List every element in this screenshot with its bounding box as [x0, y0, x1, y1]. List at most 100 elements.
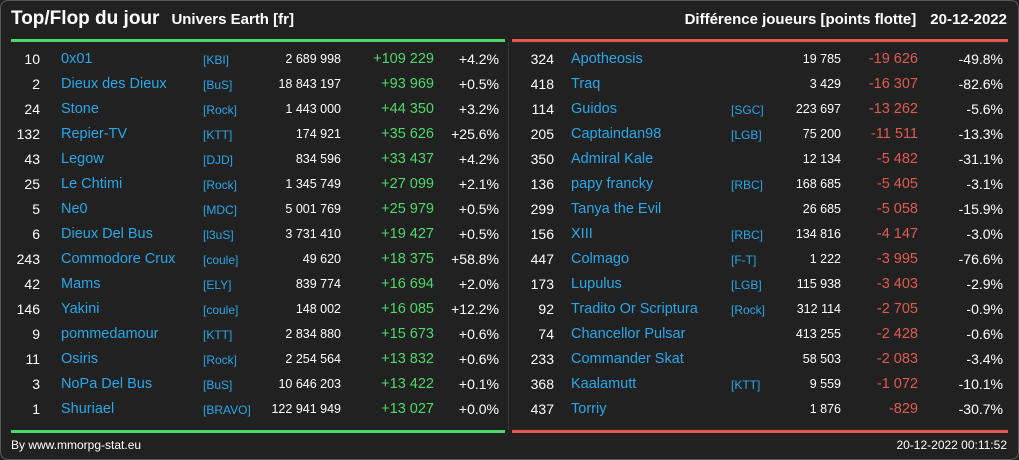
diff-cell: +13 027	[381, 401, 434, 417]
alliance-tag-link[interactable]: [Rock]	[203, 178, 238, 192]
header-right: Différence joueurs [points flotte] 20-12-…	[685, 11, 1007, 28]
player-name-link[interactable]: Dieux Del Bus	[61, 226, 153, 242]
table-row: 368 Kaalamutt [KTT] 9 559 -1 072 -10.1%	[511, 372, 1019, 397]
table-row: 9 pommedamour [KTT] 2 834 880 +15 673 +0.6%	[0, 322, 508, 347]
alliance-tag-link[interactable]: [KTT]	[203, 328, 233, 342]
player-name-link[interactable]: 0x01	[61, 51, 93, 67]
player-name-link[interactable]: Le Chtimi	[61, 176, 123, 192]
diff-cell: -4 147	[876, 226, 918, 242]
player-name-link[interactable]: Legow	[61, 151, 104, 167]
diff-cell: +16 085	[381, 301, 434, 317]
diff-cell: -19 626	[868, 51, 918, 67]
alliance-tag-link[interactable]: [SGC]	[731, 103, 764, 117]
diff-cell: -3 403	[876, 276, 918, 292]
points-cell: 122 941 949	[271, 402, 341, 416]
player-name-link[interactable]: pommedamour	[61, 326, 159, 342]
alliance-tag-link[interactable]: [RBC]	[731, 178, 764, 192]
table-row: 6 Dieux Del Bus [l3uS] 3 731 410 +19 427 +0.5…	[0, 222, 508, 247]
player-name-link[interactable]: Mams	[61, 276, 101, 292]
alliance-tag-link[interactable]: [KTT]	[731, 378, 761, 392]
table-row: 156 XIII [RBC] 134 816 -4 147 -3.0%	[511, 222, 1019, 247]
player-name-link[interactable]: Commander Skat	[571, 351, 684, 367]
table-row: 5 Ne0 [MDC] 5 001 769 +25 979 +0.5%	[0, 197, 508, 222]
alliance-tag-link[interactable]: [KTT]	[203, 128, 233, 142]
percent-cell: -76.6%	[958, 251, 1003, 267]
diff-cell: +109 229	[373, 51, 434, 67]
player-name-link[interactable]: Osiris	[61, 351, 99, 367]
player-name-link[interactable]: Shuriael	[61, 401, 115, 417]
table-row: 324 Apotheosis 19 785 -19 626 -49.8%	[511, 47, 1019, 72]
player-name-link[interactable]: Commodore Crux	[61, 251, 176, 267]
player-name-link[interactable]: papy francky	[571, 176, 654, 192]
alliance-tag-link[interactable]: [Rock]	[731, 303, 766, 317]
percent-cell: +2.0%	[458, 276, 499, 292]
player-name-link[interactable]: Tradito Or Scriptura	[571, 301, 698, 317]
percent-cell: -0.6%	[966, 326, 1003, 342]
percent-cell: -15.9%	[958, 201, 1003, 217]
diff-cell: -5 405	[876, 176, 918, 192]
diff-cell: +25 979	[381, 201, 434, 217]
alliance-tag-link[interactable]: [RBC]	[731, 228, 764, 242]
alliance-tag-link[interactable]: [Rock]	[203, 353, 238, 367]
player-name-link[interactable]: Stone	[61, 101, 99, 117]
alliance-tag-link[interactable]: [BuS]	[203, 78, 233, 92]
player-name-link[interactable]: Admiral Kale	[571, 151, 654, 167]
percent-cell: +0.5%	[458, 76, 499, 92]
points-cell: 75 200	[802, 127, 841, 141]
player-name-link[interactable]: Torriy	[571, 401, 607, 417]
player-name-link[interactable]: Repier-TV	[61, 126, 128, 142]
alliance-tag-link[interactable]: [F-T]	[731, 253, 757, 267]
player-name-link[interactable]: Apotheosis	[571, 51, 643, 67]
player-name-link[interactable]: Ne0	[61, 201, 88, 217]
player-name-link[interactable]: Dieux des Dieux	[61, 76, 167, 92]
alliance-tag-link[interactable]: [MDC]	[203, 203, 237, 217]
points-cell: 49 620	[302, 252, 341, 266]
percent-cell: +58.8%	[451, 251, 499, 267]
alliance-tag-link[interactable]: [LGB]	[731, 128, 762, 142]
rank-cell: 42	[24, 276, 40, 292]
points-cell: 12 134	[802, 152, 841, 166]
percent-cell: -10.1%	[958, 376, 1003, 392]
alliance-tag-link[interactable]: [l3uS]	[203, 228, 234, 242]
alliance-tag-link[interactable]: [Rock]	[203, 103, 238, 117]
diff-cell: -5 058	[876, 201, 918, 217]
points-cell: 2 254 564	[285, 352, 341, 366]
table-row: 437 Torriy 1 876 -829 -30.7%	[511, 397, 1019, 422]
player-name-link[interactable]: Chancellor Pulsar	[571, 326, 686, 342]
table-row: 42 Mams [ELY] 839 774 +16 694 +2.0%	[0, 272, 508, 297]
player-name-link[interactable]: NoPa Del Bus	[61, 376, 153, 392]
footer-credit: By www.mmorpg-stat.eu	[11, 438, 142, 452]
diff-cell: +19 427	[381, 226, 434, 242]
bottom-divider-red	[512, 430, 1008, 433]
percent-cell: -3.4%	[966, 351, 1003, 367]
table-row: 173 Lupulus [LGB] 115 938 -3 403 -2.9%	[511, 272, 1019, 297]
diff-cell: +16 694	[381, 276, 434, 292]
table-row: 233 Commander Skat 58 503 -2 083 -3.4%	[511, 347, 1019, 372]
player-name-link[interactable]: XIII	[571, 226, 593, 242]
alliance-tag-link[interactable]: [BRAVO]	[203, 403, 251, 417]
rank-cell: 6	[32, 226, 40, 242]
top-players-table: 10 0x01 [KBI] 2 689 998 +109 229 +4.2% 2 Dieux …	[0, 47, 508, 422]
alliance-tag-link[interactable]: [KBI]	[203, 53, 230, 67]
percent-cell: +0.5%	[458, 226, 499, 242]
diff-cell: +18 375	[381, 251, 434, 267]
alliance-tag-link[interactable]: [LGB]	[731, 278, 762, 292]
player-name-link[interactable]: Tanya the Evil	[571, 201, 662, 217]
table-row: 299 Tanya the Evil 26 685 -5 058 -15.9%	[511, 197, 1019, 222]
rank-cell: 74	[538, 326, 554, 342]
diff-cell: -829	[888, 401, 918, 417]
alliance-tag-link[interactable]: [DJD]	[203, 153, 233, 167]
percent-cell: -49.8%	[958, 51, 1003, 67]
player-name-link[interactable]: Lupulus	[571, 276, 622, 292]
player-name-link[interactable]: Captaindan98	[571, 126, 662, 142]
alliance-tag-link[interactable]: [coule]	[203, 303, 239, 317]
table-row: 43 Legow [DJD] 834 596 +33 437 +4.2%	[0, 147, 508, 172]
alliance-tag-link[interactable]: [BuS]	[203, 378, 233, 392]
alliance-tag-link[interactable]: [coule]	[203, 253, 239, 267]
player-name-link[interactable]: Yakini	[61, 301, 100, 317]
player-name-link[interactable]: Guidos	[571, 101, 617, 117]
player-name-link[interactable]: Colmago	[571, 251, 630, 267]
alliance-tag-link[interactable]: [ELY]	[203, 278, 232, 292]
player-name-link[interactable]: Kaalamutt	[571, 376, 637, 392]
player-name-link[interactable]: Traq	[571, 76, 601, 92]
